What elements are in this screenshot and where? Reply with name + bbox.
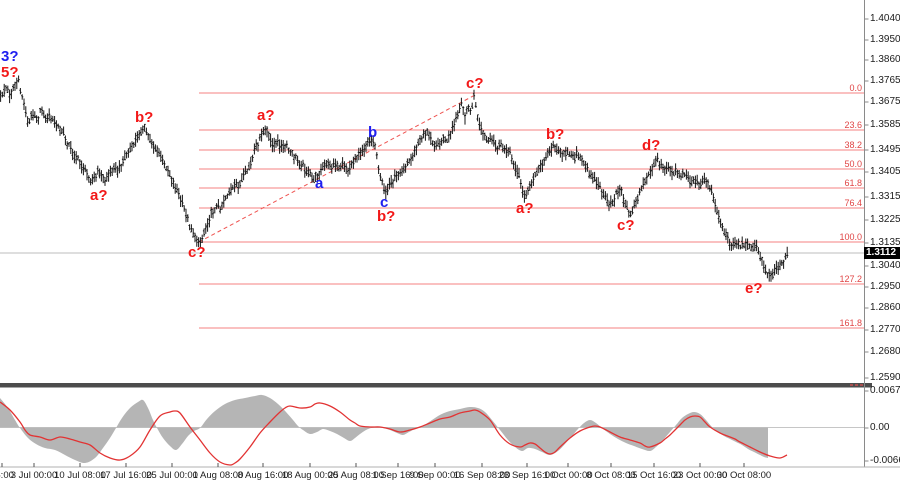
wave-label[interactable]: c bbox=[380, 194, 389, 211]
fibonacci-level-label[interactable]: 76.4 bbox=[844, 198, 862, 208]
time-tick-label: 9 Sep 00:00 bbox=[409, 470, 461, 481]
price-tick-label: 1.2770 bbox=[870, 324, 900, 335]
wave-label[interactable]: e? bbox=[745, 280, 763, 297]
wave-label[interactable]: b? bbox=[135, 109, 154, 126]
wave-label[interactable]: b? bbox=[377, 208, 396, 225]
oscillator-signal-line bbox=[0, 401, 788, 466]
time-tick-label: 15 Oct 16:00 bbox=[626, 470, 682, 481]
wave-label[interactable]: a bbox=[315, 175, 324, 192]
time-tick-label: 25 Aug 08:00 bbox=[328, 470, 384, 481]
wave-label[interactable]: 3? bbox=[1, 48, 19, 65]
fibonacci-level-label[interactable]: 61.8 bbox=[844, 178, 862, 188]
price-tick-label: 1.2860 bbox=[870, 302, 900, 313]
price-tick-label: 1.3135 bbox=[870, 237, 900, 248]
price-tick-label: 1.3950 bbox=[870, 34, 900, 45]
wave-label[interactable]: a? bbox=[257, 107, 275, 124]
price-tick-label: 1.2950 bbox=[870, 281, 900, 292]
time-tick-label: 1 Aug 08:00 bbox=[192, 470, 244, 481]
fibonacci-level-label[interactable]: 127.2 bbox=[839, 274, 862, 284]
time-tick-label: 3 Jul 00:00 bbox=[10, 470, 58, 481]
price-tick-label: 1.3765 bbox=[870, 75, 900, 86]
time-tick-label: 16 Sep 08:00 bbox=[453, 470, 511, 481]
wave-label[interactable]: d? bbox=[642, 137, 661, 154]
wave-label[interactable]: c? bbox=[466, 75, 484, 92]
time-tick-label: 17 Jul 16:00 bbox=[100, 470, 152, 481]
indicator-tick-label: 0.00 bbox=[870, 422, 890, 433]
fibonacci-level-label[interactable]: 38.2 bbox=[844, 140, 862, 150]
time-tick-label: 8 Oct 08:00 bbox=[586, 470, 636, 481]
time-tick-label: 25 Jul 00:00 bbox=[146, 470, 198, 481]
wave-label[interactable]: b bbox=[368, 124, 378, 141]
panel-separator[interactable] bbox=[0, 383, 872, 388]
time-tick-label: 16:00 bbox=[0, 470, 14, 481]
price-tick-label: 1.3405 bbox=[870, 166, 900, 177]
indicator-tick-label: 0.00678 bbox=[870, 385, 900, 396]
time-tick-label: 30 Oct 08:00 bbox=[716, 470, 772, 481]
fibonacci-level-label[interactable]: 100.0 bbox=[839, 232, 862, 242]
price-tick-label: 1.3315 bbox=[870, 191, 900, 202]
price-tick-label: 1.3040 bbox=[870, 260, 900, 271]
price-tick-label: 1.3225 bbox=[870, 214, 900, 225]
time-tick-label: 1 Sep 16:00 bbox=[372, 470, 424, 481]
oscillator-histogram-area bbox=[0, 394, 768, 464]
time-tick-label: 18 Aug 00:00 bbox=[282, 470, 338, 481]
fibonacci-level-label[interactable]: 161.8 bbox=[839, 318, 862, 328]
current-price-box: 1.3112 bbox=[864, 247, 900, 259]
time-tick-label: 1 Oct 00:00 bbox=[543, 470, 593, 481]
fibonacci-level-label[interactable]: 50.0 bbox=[844, 159, 862, 169]
price-tick-label: 1.3675 bbox=[870, 96, 900, 107]
time-tick-label: 10 Jul 08:00 bbox=[54, 470, 106, 481]
fibonacci-level-label[interactable]: 23.6 bbox=[844, 120, 862, 130]
wave-label[interactable]: c? bbox=[617, 217, 635, 234]
price-tick-label: 1.2680 bbox=[870, 346, 900, 357]
time-tick-label: 23 Oct 00:00 bbox=[672, 470, 728, 481]
wave-label[interactable]: b? bbox=[546, 126, 565, 143]
price-tick-label: 1.4040 bbox=[870, 13, 900, 24]
price-tick-label: 1.3585 bbox=[870, 119, 900, 130]
fibonacci-level-label[interactable]: 0.0 bbox=[849, 83, 862, 93]
wave-label[interactable]: a? bbox=[90, 187, 108, 204]
wave-label[interactable]: c? bbox=[188, 244, 206, 261]
time-tick-label: 23 Sep 16:00 bbox=[498, 470, 556, 481]
price-bars-series bbox=[0, 75, 789, 282]
indicator-tick-label: -0.00668 bbox=[870, 455, 900, 466]
price-tick-label: 1.3860 bbox=[870, 54, 900, 65]
wave-label[interactable]: a? bbox=[516, 200, 534, 217]
time-tick-label: 8 Aug 16:00 bbox=[237, 470, 289, 481]
price-tick-label: 1.2590 bbox=[870, 372, 900, 383]
price-tick-label: 1.3495 bbox=[870, 144, 900, 155]
wave-label[interactable]: 5? bbox=[1, 64, 19, 81]
